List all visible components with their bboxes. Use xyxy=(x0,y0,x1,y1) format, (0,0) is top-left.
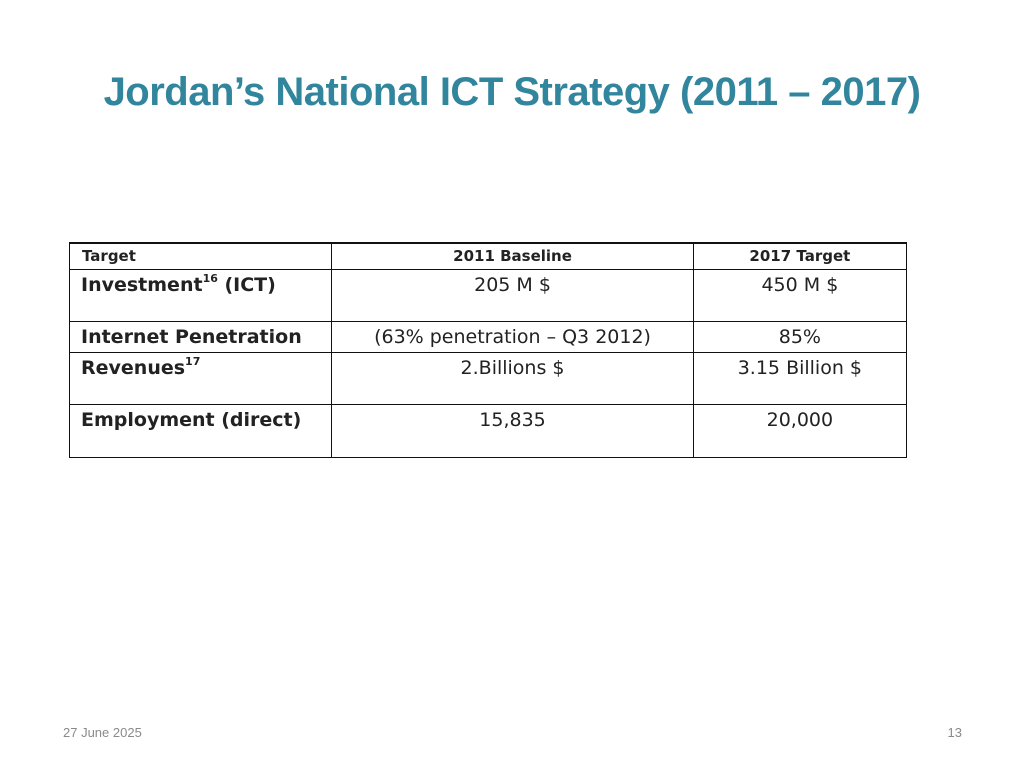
cell-target-revenues: 3.15 Billion $ xyxy=(692,352,908,405)
footnote-ref: 17 xyxy=(185,355,201,368)
row-label-revenues: Revenues17 xyxy=(68,352,333,405)
header-target: Target xyxy=(68,242,333,270)
cell-target-investment: 450 M $ xyxy=(692,269,908,322)
header-2017-target: 2017 Target xyxy=(692,242,908,270)
cell-baseline-investment: 205 M $ xyxy=(331,269,694,322)
cell-target-internet-penetration: 85% xyxy=(692,321,908,353)
row-label-internet-penetration: Internet Penetration xyxy=(68,321,333,353)
label-text: Revenues xyxy=(81,357,186,379)
page-number: 13 xyxy=(947,725,962,740)
table-row-employment: Employment (direct) 15,835 20,000 xyxy=(68,404,908,458)
cell-baseline-revenues: 2.Billions $ xyxy=(331,352,694,405)
footnote-ref: 16 xyxy=(202,272,218,285)
cell-baseline-internet-penetration: (63% penetration – Q3 2012) xyxy=(331,321,694,353)
table-row-internet-penetration: Internet Penetration (63% penetration – … xyxy=(68,321,908,353)
table-header-row: Target 2011 Baseline 2017 Target xyxy=(68,242,908,270)
slide-title: Jordan’s National ICT Strategy (2011 – 2… xyxy=(103,70,921,114)
table-row-investment: Investment16 (ICT) 205 M $ 450 M $ xyxy=(68,269,908,322)
footer-date: 27 June 2025 xyxy=(63,725,142,740)
header-2011-baseline: 2011 Baseline xyxy=(331,242,694,270)
cell-target-employment: 20,000 xyxy=(692,404,908,458)
table-row-revenues: Revenues17 2.Billions $ 3.15 Billion $ xyxy=(68,352,908,405)
cell-baseline-employment: 15,835 xyxy=(331,404,694,458)
ict-strategy-table: Target 2011 Baseline 2017 Target Investm… xyxy=(68,242,908,458)
label-suffix: (ICT) xyxy=(217,274,276,296)
row-label-investment: Investment16 (ICT) xyxy=(68,269,333,322)
label-text: Investment xyxy=(81,274,203,296)
label-text: Employment (direct) xyxy=(81,409,302,431)
row-label-employment: Employment (direct) xyxy=(68,404,333,458)
label-text: Internet Penetration xyxy=(81,326,302,348)
